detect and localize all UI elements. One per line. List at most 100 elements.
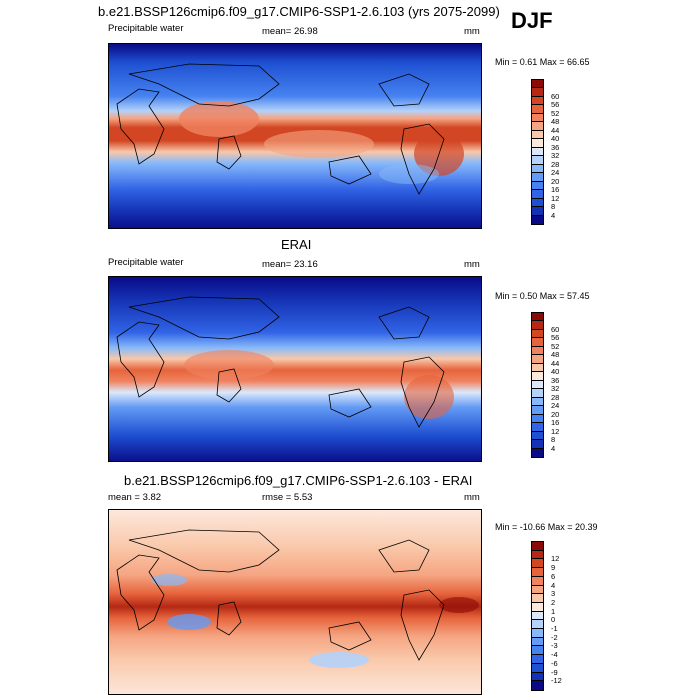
colorbar-tick-label: 32 xyxy=(551,384,560,394)
colorbar-tick-label: 56 xyxy=(551,333,560,343)
colorbar-tick-label: 1 xyxy=(551,606,556,616)
colorbar-swatch xyxy=(532,568,543,577)
colorbar-swatch xyxy=(532,559,543,569)
colorbar-swatch xyxy=(532,355,543,364)
colorbar-swatch xyxy=(532,542,543,551)
colorbar-swatch xyxy=(532,96,543,106)
colorbar-tick-label: 9 xyxy=(551,563,556,573)
colorbar-swatch xyxy=(532,173,543,182)
panel-3-map xyxy=(108,509,482,695)
panel-3-map-field xyxy=(109,510,481,694)
colorbar-swatch xyxy=(532,672,543,682)
panel-1-colorbar xyxy=(531,79,544,225)
colorbar-tick-label: 0 xyxy=(551,615,556,625)
colorbar-tick-label: 24 xyxy=(551,168,560,178)
colorbar-tick-label: 20 xyxy=(551,176,560,186)
colorbar-tick-label: 48 xyxy=(551,117,560,127)
colorbar-tick-label: 16 xyxy=(551,185,560,195)
panel-2-left-label: Precipitable water xyxy=(108,257,184,268)
colorbar-swatch xyxy=(532,397,543,407)
colorbar-swatch xyxy=(532,637,543,647)
panel-3-title: b.e21.BSSP126cmip6.f09_g17.CMIP6-SSP1-2.… xyxy=(124,473,473,488)
colorbar-swatch xyxy=(532,88,543,97)
panel-2-unit-label: mm xyxy=(464,259,480,270)
colorbar-swatch xyxy=(532,440,543,449)
colorbar-swatch xyxy=(532,113,543,123)
colorbar-tick-label: -3 xyxy=(551,641,558,651)
colorbar-tick-label: 4 xyxy=(551,443,556,453)
colorbar-swatch xyxy=(532,207,543,216)
colorbar-swatch xyxy=(532,389,543,398)
colorbar-swatch xyxy=(532,198,543,208)
colorbar-tick-label: 60 xyxy=(551,324,560,334)
colorbar-tick-label: 52 xyxy=(551,341,560,351)
colorbar-swatch xyxy=(532,646,543,656)
colorbar-tick-label: 4 xyxy=(551,210,556,220)
colorbar-swatch xyxy=(532,130,543,140)
colorbar-swatch xyxy=(532,423,543,432)
panel-1-mean-label: mean= 26.98 xyxy=(262,26,318,37)
colorbar-swatch xyxy=(532,105,543,114)
colorbar-swatch xyxy=(532,190,543,199)
colorbar-swatch xyxy=(532,431,543,441)
colorbar-tick-label: 44 xyxy=(551,125,560,135)
colorbar-tick-label: 52 xyxy=(551,108,560,118)
colorbar-swatch xyxy=(532,594,543,603)
colorbar-swatch xyxy=(532,346,543,356)
colorbar-tick-label: -9 xyxy=(551,667,558,677)
colorbar-swatch xyxy=(532,406,543,415)
colorbar-swatch xyxy=(532,147,543,157)
colorbar-swatch xyxy=(532,550,543,560)
panel-1-title: b.e21.BSSP126cmip6.f09_g17.CMIP6-SSP1-2.… xyxy=(98,4,500,19)
colorbar-swatch xyxy=(532,681,543,690)
colorbar-tick-label: -1 xyxy=(551,624,558,634)
colorbar-swatch xyxy=(532,80,543,89)
colorbar-swatch xyxy=(532,329,543,339)
panel-2-map-field xyxy=(109,277,481,461)
colorbar-tick-label: 36 xyxy=(551,375,560,385)
panel-3-minmax: Min = -10.66 Max = 20.39 xyxy=(495,522,598,532)
colorbar-tick-label: 8 xyxy=(551,435,556,445)
panel-2-mean-label: mean= 23.16 xyxy=(262,259,318,270)
colorbar-swatch xyxy=(532,611,543,621)
panel-3-unit-label: mm xyxy=(464,492,480,503)
panel-2-title: ERAI xyxy=(281,237,312,252)
colorbar-swatch xyxy=(532,321,543,330)
colorbar-swatch xyxy=(532,629,543,638)
colorbar-swatch xyxy=(532,380,543,390)
colorbar-swatch xyxy=(532,620,543,630)
colorbar-swatch xyxy=(532,602,543,612)
colorbar-tick-label: -12 xyxy=(551,676,562,686)
colorbar-tick-label: 40 xyxy=(551,134,560,144)
colorbar-swatch xyxy=(532,156,543,165)
colorbar-swatch xyxy=(532,313,543,322)
panel-2-colorbar xyxy=(531,312,544,458)
colorbar-swatch xyxy=(532,448,543,457)
colorbar-swatch xyxy=(532,338,543,347)
colorbar-tick-label: -2 xyxy=(551,632,558,642)
panel-1-map xyxy=(108,43,482,229)
colorbar-tick-label: 28 xyxy=(551,392,560,402)
colorbar-swatch xyxy=(532,164,543,174)
colorbar-tick-label: 16 xyxy=(551,418,560,428)
colorbar-tick-label: 8 xyxy=(551,202,556,212)
colorbar-tick-label: 28 xyxy=(551,159,560,169)
season-label: DJF xyxy=(511,8,553,33)
panel-3-mean-label: mean = 3.82 xyxy=(108,492,162,503)
colorbar-tick-label: -4 xyxy=(551,650,558,660)
colorbar-tick-label: 12 xyxy=(551,193,560,203)
colorbar-swatch xyxy=(532,655,543,664)
colorbar-swatch xyxy=(532,585,543,595)
colorbar-swatch xyxy=(532,139,543,148)
colorbar-tick-label: -6 xyxy=(551,658,558,668)
colorbar-swatch xyxy=(532,181,543,191)
colorbar-tick-label: 3 xyxy=(551,589,556,599)
panel-3-colorbar xyxy=(531,541,544,691)
colorbar-tick-label: 36 xyxy=(551,142,560,152)
colorbar-tick-label: 48 xyxy=(551,350,560,360)
panel-2-minmax: Min = 0.50 Max = 57.45 xyxy=(495,291,590,301)
colorbar-tick-label: 40 xyxy=(551,367,560,377)
panel-2-map xyxy=(108,276,482,462)
colorbar-tick-label: 2 xyxy=(551,597,556,607)
colorbar-swatch xyxy=(532,122,543,131)
